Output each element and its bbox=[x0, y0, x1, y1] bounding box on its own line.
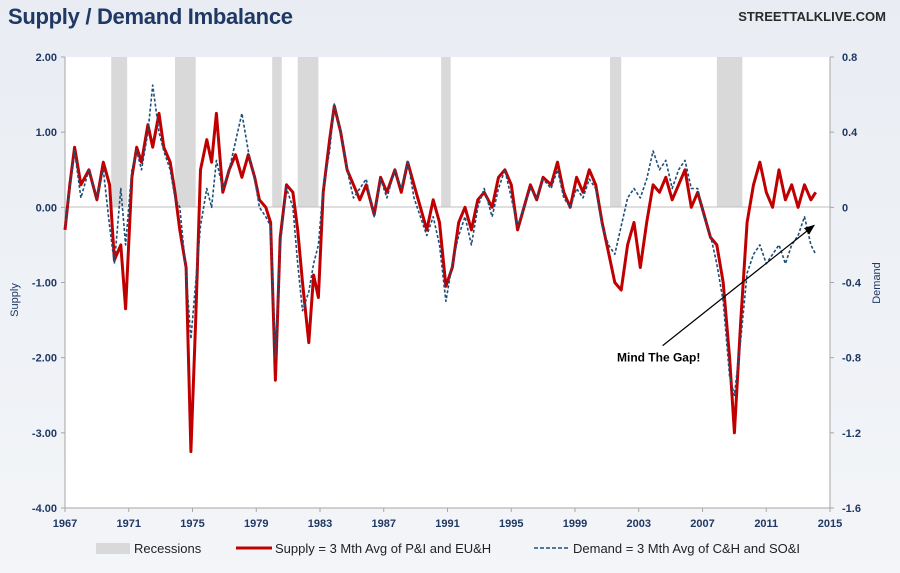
x-tick-label: 1967 bbox=[53, 518, 77, 530]
left-y-ticks: 2.00 1.00 0.00 -1.00 -2.00 -3.00 -4.00 bbox=[32, 52, 65, 515]
series-lines bbox=[63, 84, 817, 454]
recession-band bbox=[174, 57, 196, 208]
y2-tick-label: -1.2 bbox=[842, 428, 861, 440]
legend-recession-label: Recessions bbox=[134, 541, 202, 556]
legend-demand-label: Demand = 3 Mth Avg of C&H and SO&I bbox=[573, 541, 800, 556]
x-ticks: 1967 1971 1975 1979 1983 1987 1991 1995 1999 2003… bbox=[53, 508, 842, 530]
legend-supply-label: Supply = 3 Mth Avg of P&I and EU&H bbox=[275, 541, 491, 556]
legend: Recessions Supply = 3 Mth Avg of P&I and… bbox=[96, 541, 800, 556]
y2-tick-label: -1.6 bbox=[842, 503, 861, 515]
y-axis-label: Supply bbox=[9, 283, 21, 317]
right-y-ticks: 0.8 0.4 0 -0.4 -0.8 -1.2 -1.6 bbox=[830, 52, 862, 515]
recession-band bbox=[610, 57, 622, 208]
x-tick-label: 2015 bbox=[818, 518, 842, 530]
y-tick-label: 1.00 bbox=[36, 127, 57, 139]
x-tick-label: 1971 bbox=[117, 518, 141, 530]
x-tick-label: 1991 bbox=[435, 518, 459, 530]
y2-tick-label: 0 bbox=[842, 202, 848, 214]
x-tick-label: 1999 bbox=[563, 518, 587, 530]
x-tick-label: 1979 bbox=[244, 518, 268, 530]
recession-band bbox=[297, 57, 319, 208]
annotation-arrow bbox=[662, 224, 816, 347]
recession-band bbox=[272, 57, 282, 208]
y-tick-label: -3.00 bbox=[32, 428, 57, 440]
y-tick-label: 2.00 bbox=[36, 52, 57, 64]
y2-tick-label: 0.8 bbox=[842, 52, 857, 64]
brand-watermark: STREETTALKLIVE.COM bbox=[738, 9, 886, 24]
legend-recession-swatch bbox=[96, 543, 130, 554]
x-tick-label: 1975 bbox=[180, 518, 204, 530]
annotation-text: Mind The Gap! bbox=[617, 351, 700, 365]
y-tick-label: -4.00 bbox=[32, 503, 57, 515]
supply-series-line bbox=[63, 104, 817, 454]
y-tick-label: 0.00 bbox=[36, 202, 57, 214]
recession-band bbox=[716, 57, 743, 208]
x-tick-label: 1995 bbox=[499, 518, 523, 530]
demand-series-line bbox=[64, 84, 817, 397]
y2-tick-label: -0.8 bbox=[842, 353, 861, 365]
x-tick-label: 1987 bbox=[372, 518, 396, 530]
y2-tick-label: 0.4 bbox=[842, 127, 858, 139]
mind-the-gap-annotation: Mind The Gap! bbox=[617, 224, 816, 365]
recession-band bbox=[441, 57, 451, 208]
x-tick-label: 1983 bbox=[308, 518, 332, 530]
x-tick-label: 2003 bbox=[627, 518, 651, 530]
y-tick-label: -1.00 bbox=[32, 278, 57, 290]
y-tick-label: -2.00 bbox=[32, 353, 57, 365]
x-tick-label: 2011 bbox=[754, 518, 778, 530]
recession-band bbox=[111, 57, 128, 208]
recession-bands bbox=[111, 57, 743, 208]
x-tick-label: 2007 bbox=[690, 518, 714, 530]
y2-tick-label: -0.4 bbox=[842, 278, 862, 290]
page-title: Supply / Demand Imbalance bbox=[8, 4, 293, 29]
y2-axis-label: Demand bbox=[871, 262, 883, 304]
